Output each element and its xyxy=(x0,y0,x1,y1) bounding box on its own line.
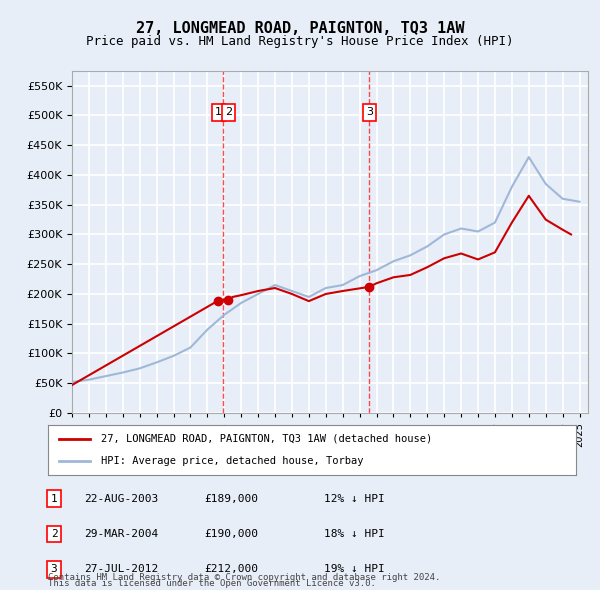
Text: 18% ↓ HPI: 18% ↓ HPI xyxy=(324,529,385,539)
Text: 27, LONGMEAD ROAD, PAIGNTON, TQ3 1AW (detached house): 27, LONGMEAD ROAD, PAIGNTON, TQ3 1AW (de… xyxy=(101,434,432,444)
Text: 22-AUG-2003: 22-AUG-2003 xyxy=(84,494,158,503)
Text: Price paid vs. HM Land Registry's House Price Index (HPI): Price paid vs. HM Land Registry's House … xyxy=(86,35,514,48)
Text: 1: 1 xyxy=(215,107,222,117)
Text: £189,000: £189,000 xyxy=(204,494,258,503)
Text: This data is licensed under the Open Government Licence v3.0.: This data is licensed under the Open Gov… xyxy=(48,579,376,588)
Text: Contains HM Land Registry data © Crown copyright and database right 2024.: Contains HM Land Registry data © Crown c… xyxy=(48,573,440,582)
Text: 12% ↓ HPI: 12% ↓ HPI xyxy=(324,494,385,503)
Text: HPI: Average price, detached house, Torbay: HPI: Average price, detached house, Torb… xyxy=(101,456,364,466)
Text: 3: 3 xyxy=(366,107,373,117)
Text: 19% ↓ HPI: 19% ↓ HPI xyxy=(324,565,385,574)
Text: 27-JUL-2012: 27-JUL-2012 xyxy=(84,565,158,574)
Text: 29-MAR-2004: 29-MAR-2004 xyxy=(84,529,158,539)
Text: 2: 2 xyxy=(225,107,232,117)
Text: £212,000: £212,000 xyxy=(204,565,258,574)
Text: £190,000: £190,000 xyxy=(204,529,258,539)
Text: 3: 3 xyxy=(50,565,58,574)
Text: 1: 1 xyxy=(50,494,58,503)
Text: 27, LONGMEAD ROAD, PAIGNTON, TQ3 1AW: 27, LONGMEAD ROAD, PAIGNTON, TQ3 1AW xyxy=(136,21,464,35)
Text: 2: 2 xyxy=(50,529,58,539)
